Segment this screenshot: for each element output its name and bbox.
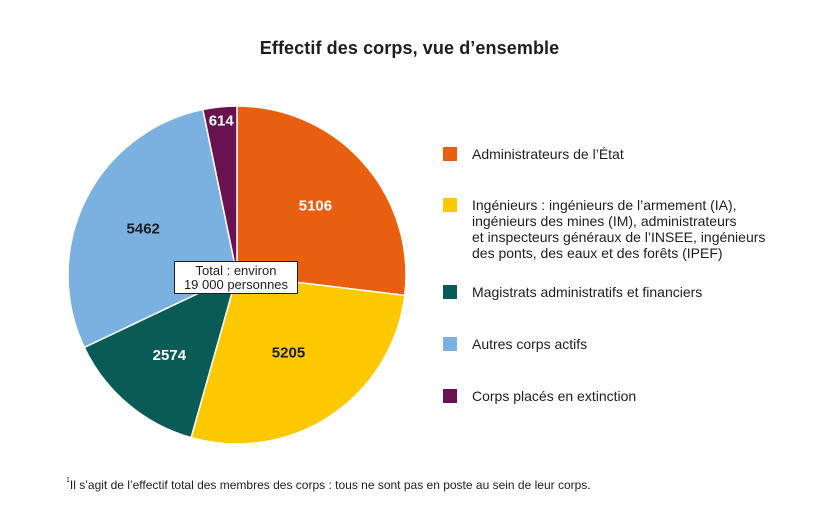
legend-label: Magistrats administratifs et financiers (472, 284, 792, 300)
legend-swatch (443, 198, 457, 212)
footnote-text: Il s’agit de l’effectif total des membre… (69, 478, 591, 492)
slice-value-label-magistrats: 2574 (153, 347, 187, 364)
chart-title: Effectif des corps, vue d’ensemble (259, 38, 560, 58)
legend-swatch (443, 285, 457, 299)
legend-label: Corps placés en extinction (472, 388, 792, 404)
legend-swatch (443, 147, 457, 161)
pie-slice-administrateurs (236, 105, 407, 297)
footnote: 1Il s’agit de l’effectif total des membr… (66, 477, 591, 492)
slice-value-label-extinction: 614 (209, 112, 235, 129)
legend-label: Autres corps actifs (472, 336, 792, 352)
legend-label-line: Autres corps actifs (472, 336, 588, 352)
legend-label-line: Ingénieurs : ingénieurs de l’armement (I… (472, 197, 737, 213)
total-annotation: Total : environ 19 000 personnes (174, 261, 298, 294)
footnote-marker: 1 (66, 477, 70, 484)
legend-label-line: des ponts, des eaux et des forêts (IPEF) (472, 245, 723, 261)
pie-slice-magistrats (83, 273, 239, 439)
total-annotation-line-1: Total : environ (195, 263, 277, 278)
slice-value-label-ingenieurs: 5205 (272, 344, 305, 361)
slice-value-label-administrateurs: 5106 (299, 198, 332, 215)
legend-label-line: et inspecteurs généraux de l’INSEE, ingé… (472, 229, 766, 245)
legend-swatch (443, 389, 457, 403)
total-annotation-line-2: 19 000 personnes (183, 277, 289, 292)
pie-slice-extinction (201, 105, 238, 276)
pie-slice-ingenieurs (190, 274, 406, 445)
legend-label: Ingénieurs : ingénieurs de l’armement (I… (472, 197, 792, 261)
legend-label-line: ingénieurs des mines (IM), administrateu… (472, 213, 737, 229)
legend-swatch (443, 337, 457, 351)
legend-label-line: Administrateurs de l’État (472, 146, 624, 162)
slice-value-label-autres: 5462 (127, 220, 160, 237)
legend-label: Administrateurs de l’État (472, 146, 792, 162)
legend-label-line: Corps placés en extinction (472, 388, 637, 404)
legend-label-line: Magistrats administratifs et financiers (472, 284, 703, 300)
